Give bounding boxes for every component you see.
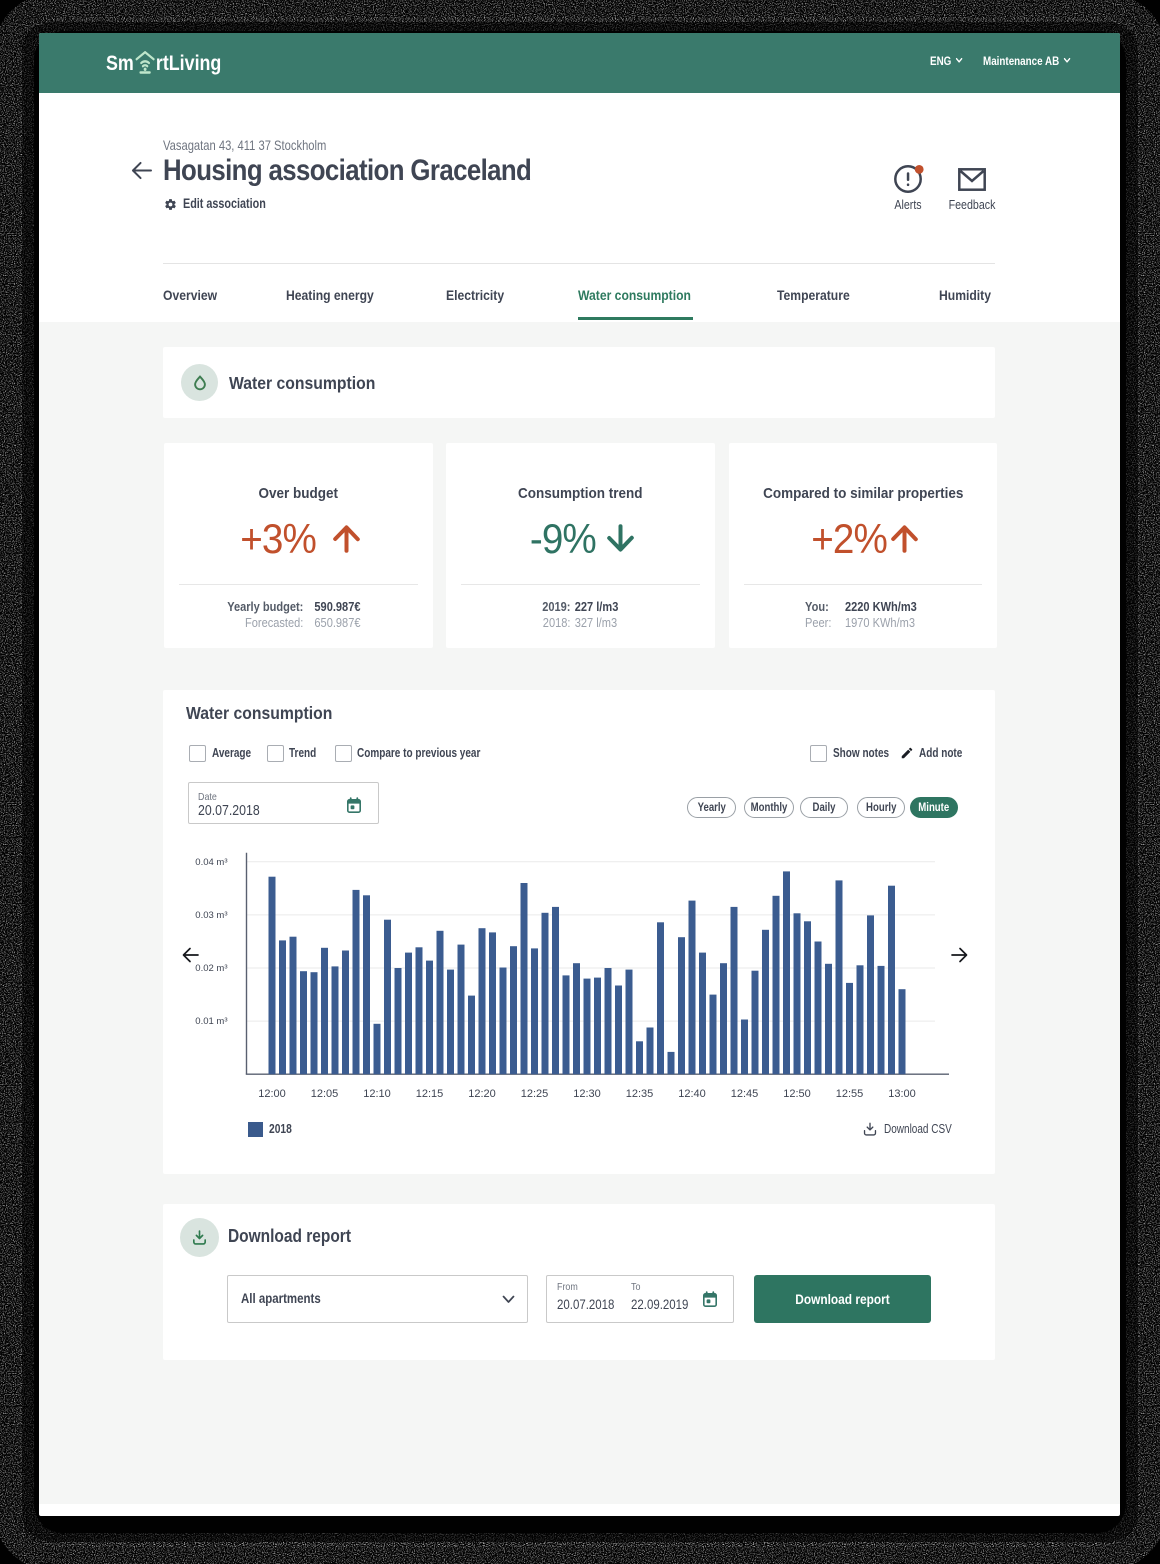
svg-text:12:15: 12:15 xyxy=(416,1088,444,1100)
svg-text:12:50: 12:50 xyxy=(783,1088,811,1100)
svg-text:0.03 m³: 0.03 m³ xyxy=(195,910,227,921)
svg-text:12:10: 12:10 xyxy=(363,1088,391,1100)
svg-text:0.04 m³: 0.04 m³ xyxy=(195,857,227,868)
svg-text:12:30: 12:30 xyxy=(573,1088,601,1100)
svg-text:12:05: 12:05 xyxy=(311,1088,339,1100)
svg-text:12:40: 12:40 xyxy=(678,1088,706,1100)
svg-text:13:00: 13:00 xyxy=(888,1088,916,1100)
svg-text:12:45: 12:45 xyxy=(731,1088,759,1100)
svg-text:0.01 m³: 0.01 m³ xyxy=(195,1016,227,1027)
svg-text:12:35: 12:35 xyxy=(626,1088,654,1100)
svg-text:12:00: 12:00 xyxy=(258,1088,286,1100)
svg-text:12:55: 12:55 xyxy=(836,1088,864,1100)
svg-text:0.02 m³: 0.02 m³ xyxy=(195,963,227,974)
svg-text:12:25: 12:25 xyxy=(521,1088,549,1100)
svg-text:12:20: 12:20 xyxy=(468,1088,496,1100)
